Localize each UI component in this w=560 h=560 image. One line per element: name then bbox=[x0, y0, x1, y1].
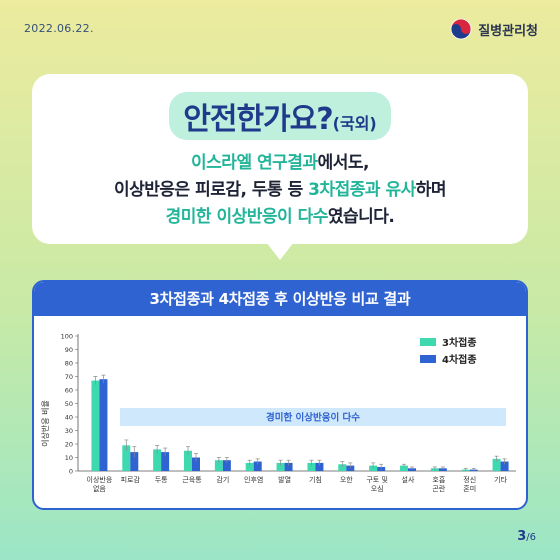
annotation-label: 경미한 이상반응이 다수 bbox=[266, 412, 360, 424]
y-tick-label: 100 bbox=[61, 333, 73, 341]
chart-title: 3차접종과 4차접종 후 이상반응 비교 결과 bbox=[34, 282, 526, 316]
bar-dose4 bbox=[315, 462, 324, 471]
bar-dose4 bbox=[253, 461, 262, 471]
bar-dose4 bbox=[99, 379, 108, 471]
x-tick-label: 기타 bbox=[494, 475, 507, 484]
x-tick-label: 호흡 bbox=[432, 475, 445, 484]
bar-dose3 bbox=[91, 380, 100, 471]
y-tick-label: 60 bbox=[65, 387, 73, 395]
x-tick-label: 이상반응 bbox=[87, 475, 113, 484]
x-tick-label: 없음 bbox=[93, 485, 106, 493]
desc-line3-rest: 였습니다. bbox=[327, 207, 395, 227]
legend-label: 4차접종 bbox=[442, 353, 477, 366]
page-indicator: 3/6 bbox=[517, 529, 536, 544]
x-tick-label: 기침 bbox=[309, 475, 322, 484]
bar-dose3 bbox=[338, 464, 347, 471]
legend-swatch-dose3 bbox=[420, 338, 436, 346]
desc-line1-highlight: 이스라엘 연구결과 bbox=[191, 153, 318, 173]
desc-line3-highlight: 경미한 이상반응이 다수 bbox=[165, 207, 329, 227]
page-current: 3 bbox=[517, 529, 527, 544]
headline-sub: (국외) bbox=[332, 114, 377, 133]
bar-dose4 bbox=[161, 452, 170, 471]
speech-bubble-tail bbox=[266, 242, 294, 260]
description: 이스라엘 연구결과에서도, 이상반응은 피로감, 두통 등 3차접종과 유사하며… bbox=[32, 150, 528, 231]
bar-dose4 bbox=[222, 460, 231, 471]
x-tick-label: 인후염 bbox=[244, 475, 263, 484]
desc-line2-a: 이상반응은 피로감, 두통 등 bbox=[113, 180, 309, 200]
bar-dose4 bbox=[130, 452, 139, 471]
bar-dose3 bbox=[307, 462, 316, 471]
y-tick-label: 90 bbox=[65, 346, 73, 354]
bar-dose3 bbox=[122, 445, 131, 471]
x-tick-label: 두통 bbox=[155, 476, 168, 484]
bar-dose4 bbox=[284, 462, 293, 471]
bar-dose4 bbox=[192, 457, 200, 471]
agency-name: 질병관리청 bbox=[478, 23, 538, 39]
bar-chart: 0 10 20 30 40 50 60 70 80 90 100 이상반응 비율 경미한 이상반응이 다… bbox=[40, 333, 516, 493]
date-label: 2022.06.22. bbox=[24, 22, 94, 35]
agency-logo: 질병관리청 bbox=[450, 18, 538, 40]
desc-line1-rest: 에서도, bbox=[317, 153, 370, 173]
chart-card: 3차접종과 4차접종 후 이상반응 비교 결과 0 10 20 30 40 50 60 70 8… bbox=[32, 280, 528, 510]
x-tick-label: 혼미 bbox=[463, 484, 476, 493]
y-tick-label: 10 bbox=[65, 454, 73, 462]
headline: 안전한가요?(국외) bbox=[169, 92, 391, 140]
x-tick-label: 구토 및 bbox=[366, 476, 388, 484]
y-tick-label: 20 bbox=[65, 441, 73, 449]
bar-dose3 bbox=[153, 449, 162, 471]
x-tick-label: 피로감 bbox=[121, 475, 141, 484]
x-tick-label: 감기 bbox=[216, 475, 229, 484]
x-tick-label: 정신 bbox=[463, 475, 476, 484]
y-tick-label: 40 bbox=[65, 414, 73, 422]
taegeuk-emblem-icon bbox=[450, 18, 472, 40]
bar-dose4 bbox=[500, 461, 509, 471]
x-tick-label: 오심 bbox=[371, 484, 384, 493]
x-tick-label: 발열 bbox=[278, 475, 291, 484]
x-tick-label: 근육통 bbox=[182, 476, 202, 484]
desc-line2-highlight: 3차접종과 유사 bbox=[308, 180, 416, 200]
x-tick-label: 오한 bbox=[340, 476, 353, 484]
bar-dose3 bbox=[184, 450, 192, 471]
y-tick-label: 80 bbox=[65, 360, 73, 368]
x-tick-label: 곤란 bbox=[432, 485, 445, 493]
x-tick-label: 설사 bbox=[402, 475, 415, 484]
bar-dose3 bbox=[245, 462, 254, 471]
y-tick-label: 30 bbox=[65, 427, 73, 435]
legend-label: 3차접종 bbox=[442, 336, 477, 349]
legend-swatch-dose4 bbox=[420, 355, 436, 363]
page-total: /6 bbox=[526, 532, 536, 543]
bar-dose3 bbox=[492, 458, 501, 471]
y-tick-label: 50 bbox=[65, 400, 73, 408]
bar-dose3 bbox=[400, 465, 408, 471]
bar-dose3 bbox=[214, 460, 223, 471]
bar-dose3 bbox=[276, 462, 285, 471]
y-tick-label: 70 bbox=[65, 373, 73, 381]
y-tick-label: 0 bbox=[69, 468, 73, 476]
y-axis-label: 이상반응 비율 bbox=[40, 400, 50, 447]
annotation-band bbox=[120, 408, 506, 426]
desc-line2-b: 하며 bbox=[415, 180, 447, 200]
headline-main: 안전한가요? bbox=[183, 102, 333, 137]
